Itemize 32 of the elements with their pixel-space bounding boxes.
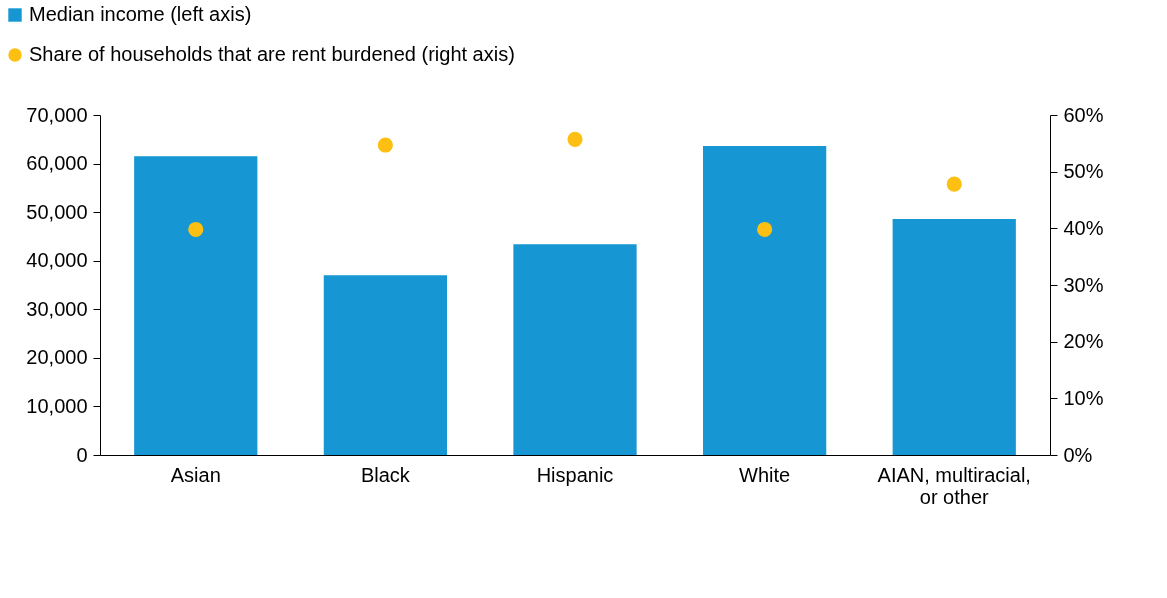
y-tick-label: 40,000	[26, 249, 88, 272]
y-tick-label: 60,000	[26, 152, 88, 175]
point	[946, 176, 962, 192]
point	[377, 137, 393, 153]
y-tick-label: 20,000	[26, 346, 88, 369]
y2-tick-label: 0%	[1063, 443, 1093, 466]
y-tick-label: 50,000	[26, 200, 88, 223]
y-tick-label: 70,000	[26, 103, 88, 126]
x-tick-label: Black	[360, 463, 411, 486]
point	[188, 221, 204, 238]
legend-label: Median income (left axis)	[29, 3, 252, 25]
bar	[702, 146, 827, 455]
point	[567, 131, 583, 147]
y-tick-label: 0	[76, 443, 88, 466]
bar	[134, 156, 258, 455]
y2-tick-label: 30%	[1063, 273, 1104, 296]
y-tick-label: 10,000	[26, 394, 88, 417]
x-tick-label: White	[739, 463, 791, 486]
y2-tick-label: 40%	[1063, 216, 1104, 239]
legend-label: Share of households that are rent burdened (right axis)	[29, 43, 515, 65]
bar	[513, 244, 637, 455]
y-tick-label: 30,000	[26, 297, 88, 320]
y2-tick-label: 10%	[1063, 386, 1104, 409]
x-tick-label: AIAN, multiracial, or other	[877, 463, 1031, 508]
bar	[892, 218, 1016, 455]
y2-tick-label: 60%	[1063, 103, 1104, 126]
y2-tick-label: 20%	[1063, 330, 1104, 353]
x-tick-label: Hispanic	[536, 463, 614, 486]
x-tick-label: Asian	[170, 463, 221, 486]
y2-tick-label: 50%	[1063, 160, 1104, 183]
point	[757, 221, 773, 238]
bar	[323, 275, 448, 455]
